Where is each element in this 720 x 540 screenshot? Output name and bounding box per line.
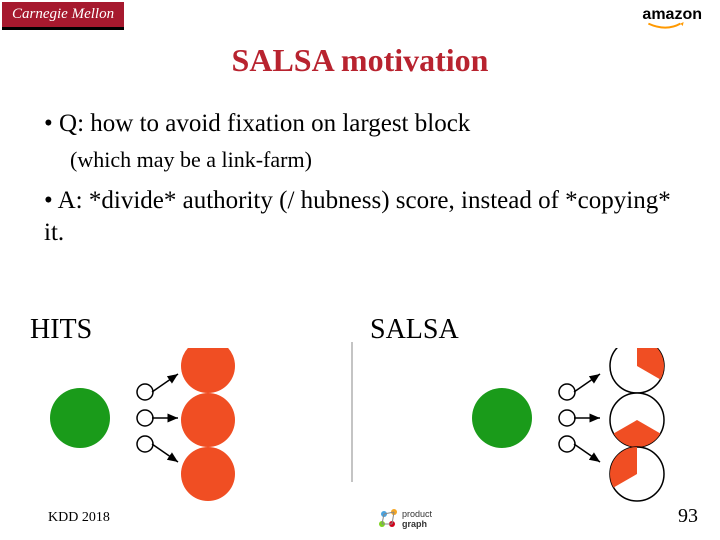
amazon-text: amazon bbox=[642, 6, 702, 23]
bullet-1-sub: (which may be a link-farm) bbox=[70, 147, 680, 173]
bullet-list: Q: how to avoid fixation on largest bloc… bbox=[44, 108, 680, 256]
hits-diagram bbox=[30, 348, 250, 508]
salsa-label: SALSA bbox=[370, 314, 459, 346]
header: Carnegie Mellon amazon bbox=[0, 0, 720, 28]
bullet-2: A: *divide* authority (/ hubness) score,… bbox=[44, 185, 680, 250]
slide-title: SALSA motivation bbox=[0, 42, 720, 79]
footer-left: KDD 2018 bbox=[48, 510, 110, 526]
page-number: 93 bbox=[678, 505, 698, 528]
product-graph-logo: product graph bbox=[376, 506, 456, 532]
cmu-logo: Carnegie Mellon bbox=[2, 2, 124, 30]
svg-text:product: product bbox=[402, 509, 433, 519]
diagram-area: HITS SALSA bbox=[0, 320, 720, 500]
salsa-diagram bbox=[462, 348, 712, 508]
bullet-1: Q: how to avoid fixation on largest bloc… bbox=[44, 108, 680, 141]
hits-label: HITS bbox=[30, 314, 92, 346]
amazon-smile-icon bbox=[642, 22, 690, 30]
divider bbox=[350, 342, 354, 482]
svg-text:graph: graph bbox=[402, 519, 427, 529]
amazon-logo: amazon bbox=[642, 6, 702, 30]
